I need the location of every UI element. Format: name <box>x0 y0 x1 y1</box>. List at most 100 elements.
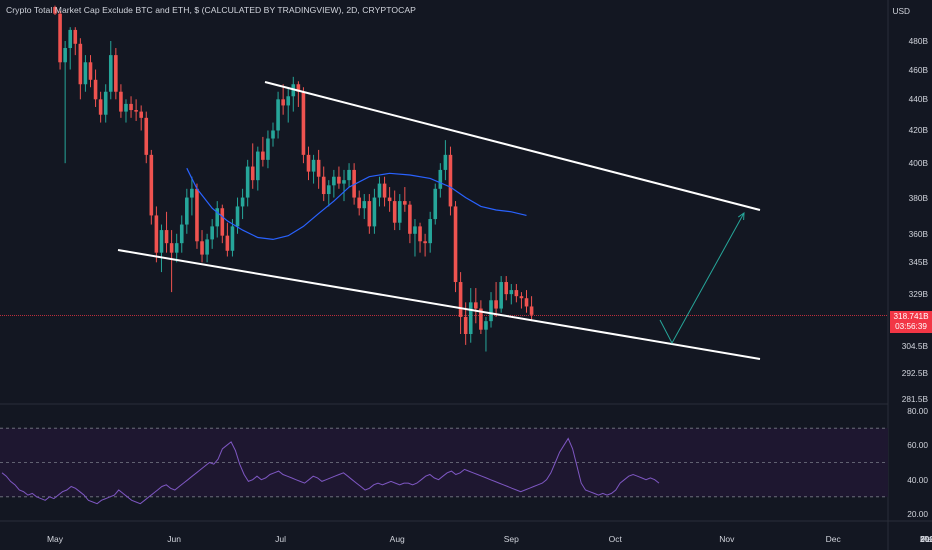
candle-body <box>428 219 432 244</box>
candle-body <box>423 241 427 244</box>
candle-body <box>266 138 270 160</box>
time-axis-tick: Oct <box>608 534 622 544</box>
candle-body <box>494 300 498 309</box>
candle-body <box>225 235 230 251</box>
candle-body <box>174 243 179 253</box>
rsi-axis-tick: 80.00 <box>907 406 928 416</box>
candle-body <box>321 176 326 195</box>
candle-body <box>499 282 503 309</box>
candle-body <box>433 188 438 220</box>
time-axis-tick: Nov <box>719 534 735 544</box>
price-axis-tick: 304.5B <box>901 341 928 351</box>
candle-body <box>438 169 443 189</box>
candle-body <box>509 290 514 295</box>
candle-body <box>377 183 382 198</box>
price-axis-tick: 420B <box>908 125 928 136</box>
time-axis-tick: 2023 <box>920 534 932 544</box>
rsi-axis-tick: 20.00 <box>907 509 928 519</box>
candle-body <box>159 230 164 253</box>
candle-body <box>397 201 402 223</box>
projection-path <box>659 212 745 345</box>
candle-body <box>78 43 83 85</box>
candle-body <box>63 48 67 63</box>
time-axis-tick: Sep <box>503 534 519 544</box>
candle-body <box>458 282 463 317</box>
candle-body <box>179 224 184 244</box>
candle-body <box>220 208 225 236</box>
candle-body <box>245 166 250 198</box>
moving-average-line <box>186 167 527 241</box>
time-axis-tick: Feb <box>920 534 932 544</box>
candle-body <box>403 201 407 205</box>
candle-body <box>474 302 478 309</box>
candle-body <box>230 226 235 251</box>
candle-body <box>210 226 214 240</box>
countdown-label: 03:56:39 <box>895 322 927 331</box>
channel-upper-line <box>264 81 761 211</box>
candle-body <box>108 55 113 92</box>
candle-body <box>453 206 458 283</box>
candle-body <box>387 197 392 202</box>
price-axis-tick: 480B <box>908 36 928 46</box>
candle-body <box>463 316 468 335</box>
candle-body <box>164 230 169 244</box>
candle-body <box>413 226 417 234</box>
channel-lower-line <box>117 249 761 360</box>
price-axis-tick: 360B <box>908 228 928 239</box>
candle-body <box>58 13 62 63</box>
candle-body <box>362 201 367 209</box>
candle-body <box>205 239 209 255</box>
candle-body <box>73 29 78 44</box>
candle-body <box>342 180 346 184</box>
candle-body <box>347 169 351 181</box>
time-axis-tick: May <box>46 534 64 544</box>
candle-body <box>256 151 260 181</box>
candle-body <box>524 298 529 307</box>
candle-body <box>306 154 311 172</box>
time-axis-tick: Jul <box>275 534 287 544</box>
candle-body <box>489 300 493 322</box>
candle-body <box>448 154 453 207</box>
candle-body <box>124 103 128 112</box>
rsi-axis-tick: 60.00 <box>907 440 928 451</box>
price-badge: 318.741B 03:56:39 <box>890 311 932 333</box>
candle-body <box>367 201 372 227</box>
candle-body <box>185 197 189 225</box>
price-axis-tick: 345B <box>908 257 928 268</box>
candle-body <box>352 169 356 198</box>
candle-body <box>316 159 321 177</box>
candle-body <box>479 308 483 330</box>
candle-body <box>215 208 220 227</box>
candle-body <box>134 110 138 112</box>
candle-body <box>301 91 306 155</box>
candle-body <box>149 154 154 216</box>
candle-body <box>240 197 245 207</box>
candle-body <box>392 201 397 223</box>
candle-body <box>484 321 488 330</box>
candle-body <box>103 91 108 115</box>
time-axis-tick: Mar <box>920 534 932 544</box>
candle-body <box>514 290 519 297</box>
candle-body <box>357 197 361 209</box>
candle-body <box>443 154 448 170</box>
time-axis-tick: Dec <box>825 534 841 544</box>
candle-body <box>144 117 149 155</box>
candle-body <box>190 188 194 198</box>
candle-body <box>200 241 204 255</box>
candle-body <box>296 84 301 92</box>
candle-body <box>129 103 133 111</box>
price-axis-tick: 460B <box>908 64 928 75</box>
candle-body <box>408 204 412 234</box>
candle-body <box>418 226 422 242</box>
candle-body <box>337 176 341 184</box>
candle-body <box>271 130 275 139</box>
price-axis-tick: 281.5B <box>901 393 928 404</box>
rsi-axis-tick: 40.00 <box>907 474 928 485</box>
candle-body <box>326 185 331 195</box>
time-axis-tick: Aug <box>389 534 405 544</box>
candle-body <box>83 62 88 85</box>
candle-body <box>154 215 159 253</box>
candle-body <box>119 91 123 112</box>
currency-label: USD <box>892 6 910 16</box>
